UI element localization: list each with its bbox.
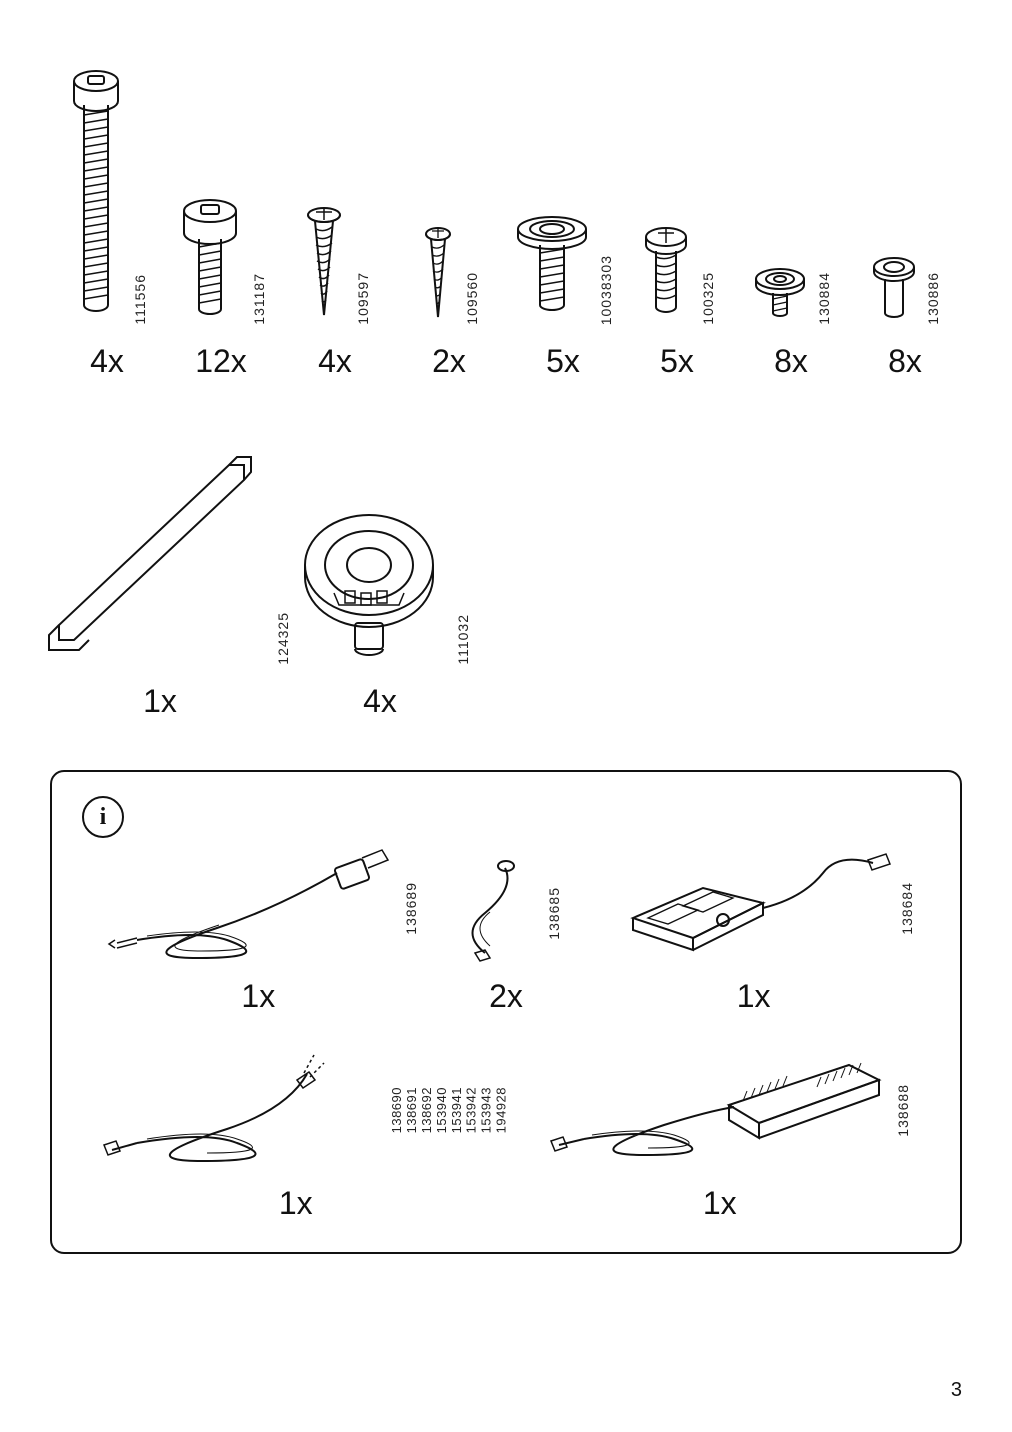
part-number: 109560 xyxy=(464,272,480,325)
quantity-label: 1x xyxy=(703,1185,737,1222)
sleeve-icon xyxy=(869,255,919,325)
part-number: 10038303 xyxy=(598,255,614,325)
quantity-label: 8x xyxy=(888,343,922,380)
short-hex-bolt-icon xyxy=(175,195,245,325)
part-number: 111032 xyxy=(455,614,471,665)
quantity-label: 4x xyxy=(318,343,352,380)
info-item: 138689 1x xyxy=(97,848,419,1015)
part-number: 138685 xyxy=(546,887,562,940)
info-item: 138688 1x xyxy=(510,1045,931,1222)
hardware-item: 10038303 5x xyxy=(506,215,620,380)
info-row-2: 138690 138691 138692 153940 153941 15394… xyxy=(82,1045,930,1222)
quantity-label: 1x xyxy=(737,978,771,1015)
info-icon: i xyxy=(82,796,124,838)
hardware-item: 109597 4x xyxy=(278,205,392,380)
hardware-item: 111032 4x xyxy=(270,495,490,720)
quantity-label: 1x xyxy=(279,1185,313,1222)
info-row-1: 138689 1x 138685 2x xyxy=(82,848,930,1015)
short-stud-icon xyxy=(750,265,810,325)
power-cord-icon xyxy=(82,1045,382,1175)
part-number: 111556 xyxy=(132,274,148,325)
quantity-label: 4x xyxy=(363,683,397,720)
hardware-item: 130884 8x xyxy=(734,265,848,380)
assembly-instruction-page: 111556 4x 131187 12x xyxy=(0,0,1012,1432)
quantity-label: 5x xyxy=(660,343,694,380)
quantity-label: 5x xyxy=(546,343,580,380)
page-number: 3 xyxy=(951,1379,962,1402)
hardware-item: 100325 5x xyxy=(620,225,734,380)
part-number: 138689 xyxy=(403,882,419,935)
hardware-item: 111556 4x xyxy=(50,65,164,380)
long-hex-bolt-icon xyxy=(66,65,126,325)
quantity-label: 2x xyxy=(432,343,466,380)
part-number: 138684 xyxy=(899,882,915,935)
hardware-row-1: 111556 4x 131187 12x xyxy=(50,60,962,380)
additional-components-box: i 138689 1x xyxy=(50,770,962,1254)
hardware-item: 130886 8x xyxy=(848,255,962,380)
info-item: 138685 2x xyxy=(450,858,562,1015)
caster-wheel-icon xyxy=(289,495,449,665)
quantity-label: 1x xyxy=(241,978,275,1015)
pan-head-screw-icon xyxy=(639,225,694,325)
splitter-box-cable-icon xyxy=(593,848,893,968)
part-number: 130884 xyxy=(816,272,832,325)
hardware-item: 109560 2x xyxy=(392,225,506,380)
info-item: 138690 138691 138692 153940 153941 15394… xyxy=(82,1045,510,1222)
part-number: 131187 xyxy=(251,273,267,325)
part-number: 100325 xyxy=(700,272,716,325)
info-item: 138684 1x xyxy=(593,848,915,1015)
part-number: 109597 xyxy=(355,272,371,325)
part-number-list: 138690 138691 138692 153940 153941 15394… xyxy=(390,1087,510,1133)
part-number: 138688 xyxy=(895,1084,911,1137)
quantity-label: 8x xyxy=(774,343,808,380)
quantity-label: 4x xyxy=(90,343,124,380)
quantity-label: 12x xyxy=(195,343,247,380)
quantity-label: 1x xyxy=(143,683,177,720)
washer-head-screw-icon xyxy=(512,215,592,325)
hardware-row-2: 124325 1x 111032 xyxy=(50,420,962,720)
power-supply-icon xyxy=(529,1045,889,1175)
small-wood-screw-icon xyxy=(418,225,458,325)
wood-screw-icon xyxy=(299,205,349,325)
quantity-label: 2x xyxy=(489,978,523,1015)
long-cable-icon xyxy=(97,848,397,968)
part-number: 130886 xyxy=(925,272,941,325)
hardware-item: 131187 12x xyxy=(164,195,278,380)
allen-key-icon xyxy=(29,425,269,665)
short-cable-icon xyxy=(450,858,540,968)
hardware-item: 124325 1x xyxy=(50,425,270,720)
